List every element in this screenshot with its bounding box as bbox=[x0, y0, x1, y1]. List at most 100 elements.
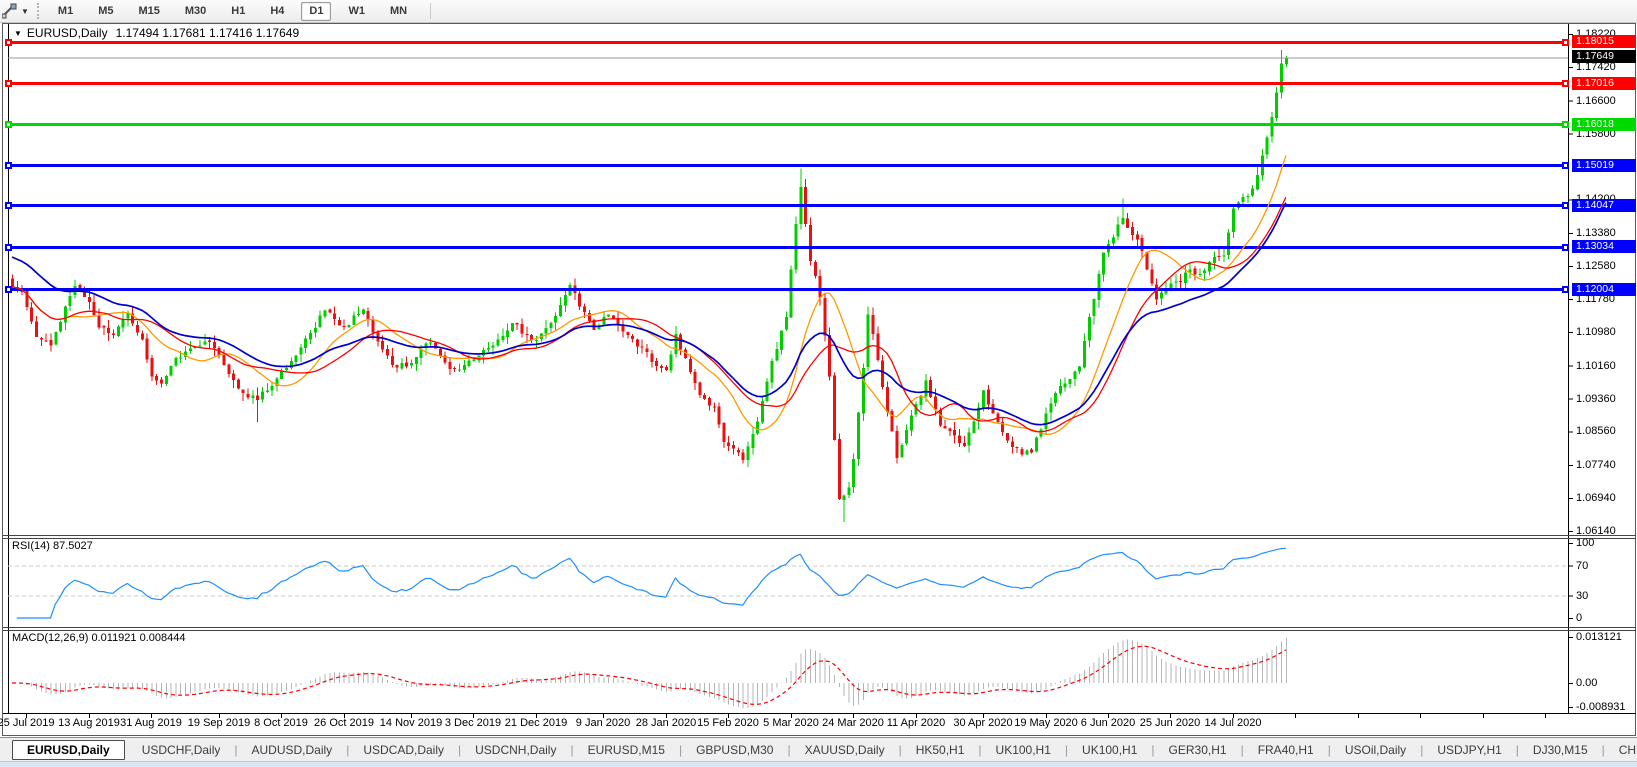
price-tick-label: 1.13380 bbox=[1576, 227, 1616, 240]
date-tick-label: 30 Apr 2020 bbox=[953, 717, 1013, 729]
price-tick-label: 1.10160 bbox=[1576, 359, 1616, 372]
main-toolbar: ▼ M1 M5 M15 M30 H1 H4 D1 W1 MN bbox=[0, 0, 1637, 23]
date-tick-label: 15 Feb 2020 bbox=[697, 717, 759, 729]
macd-tick-label: -0.008931 bbox=[1576, 701, 1626, 713]
tab-eurusd-daily-active[interactable]: EURUSD,Daily bbox=[12, 739, 125, 760]
price-tick-label: 1.10980 bbox=[1576, 325, 1616, 338]
date-tick-label: 21 Dec 2019 bbox=[504, 717, 568, 729]
tab-gbpusd-m30[interactable]: GBPUSD,M30 bbox=[696, 742, 774, 757]
tab-separator: | bbox=[1515, 742, 1519, 757]
hline-price-badge: 1.15019 bbox=[1572, 158, 1636, 172]
date-tick-label: 11 Apr 2020 bbox=[886, 717, 946, 729]
tab-separator: | bbox=[1327, 742, 1331, 757]
tab-separator: | bbox=[787, 742, 791, 757]
tab-separator: | bbox=[1064, 742, 1069, 757]
date-tick-label: 13 Aug 2019 bbox=[58, 717, 120, 729]
tab-usdchf-daily[interactable]: USDCHF,Daily bbox=[141, 742, 221, 757]
chart-tab-bar: EURUSD,Daily USDCHF,Daily | AUDUSD,Daily | US… bbox=[0, 737, 1637, 761]
tab-separator: | bbox=[898, 742, 902, 757]
triangle-down-icon[interactable]: ▼ bbox=[14, 28, 22, 38]
macd-tick-label: 0.00 bbox=[1576, 677, 1598, 689]
chevron-down-icon[interactable]: ▼ bbox=[21, 6, 29, 16]
tab-audusd-daily[interactable]: AUDUSD,Daily bbox=[251, 742, 333, 757]
tab-uk100-h1[interactable]: UK100,H1 bbox=[1082, 742, 1138, 757]
status-bar-strip bbox=[0, 761, 1637, 767]
price-tick-label: 1.06940 bbox=[1576, 492, 1616, 505]
tab-usdcad-daily[interactable]: USDCAD,Daily bbox=[363, 742, 444, 757]
tab-xauusd-daily[interactable]: XAUUSD,Daily bbox=[804, 742, 885, 757]
current-price-badge: 1.17649 bbox=[1572, 50, 1636, 64]
timeframe-button-m30[interactable]: M30 bbox=[184, 4, 207, 17]
toolbar-grip[interactable] bbox=[36, 3, 44, 19]
price-tick-label: 1.17420 bbox=[1576, 60, 1616, 73]
chart-window: ▼ EURUSD,Daily 1.17494 1.17681 1.17416 1… bbox=[0, 23, 1637, 737]
date-tick-label: 8 Oct 2019 bbox=[254, 717, 308, 729]
tab-uk100-h1[interactable]: UK100,H1 bbox=[995, 742, 1051, 757]
timeframe-button-m5[interactable]: M5 bbox=[98, 4, 114, 17]
date-tick-label: 3 Dec 2019 bbox=[444, 717, 502, 729]
tab-separator: | bbox=[1151, 742, 1155, 757]
drawing-tool-group: ▼ bbox=[0, 3, 33, 19]
hline-price-badge: 1.14047 bbox=[1572, 198, 1636, 212]
rsi-indicator-label: RSI(14) 87.5027 bbox=[12, 540, 93, 552]
timeframe-button-m1[interactable]: M1 bbox=[57, 4, 74, 17]
chart-plot[interactable] bbox=[0, 23, 1637, 737]
tab-separator: | bbox=[978, 742, 982, 757]
macd-tick-label: 0.013121 bbox=[1576, 630, 1622, 643]
chart-ohlc-values: 1.17494 1.17681 1.17416 1.17649 bbox=[115, 26, 300, 40]
tab-usdcnh-daily[interactable]: USDCNH,Daily bbox=[475, 742, 557, 757]
draw-tool-icon[interactable] bbox=[2, 3, 18, 19]
price-tick-label: 1.07740 bbox=[1576, 459, 1616, 472]
price-tick-label: 1.12580 bbox=[1576, 260, 1616, 273]
tab-separator: | bbox=[1420, 742, 1424, 757]
price-tick-label: 1.08560 bbox=[1576, 425, 1616, 438]
tab-separator: | bbox=[1240, 742, 1244, 757]
date-tick-label: 14 Nov 2019 bbox=[379, 717, 443, 729]
date-tick-label: 9 Jan 2020 bbox=[575, 717, 631, 729]
timeframe-button-mn[interactable]: MN bbox=[389, 4, 408, 17]
tab-separator: | bbox=[346, 742, 350, 757]
tab-separator: | bbox=[678, 742, 683, 757]
timeframe-button-h4[interactable]: H4 bbox=[270, 4, 285, 17]
timeframe-button-d1[interactable]: D1 bbox=[301, 1, 332, 21]
hline-price-badge: 1.17016 bbox=[1572, 76, 1636, 90]
timeframe-button-m15[interactable]: M15 bbox=[138, 4, 160, 17]
tab-separator: | bbox=[458, 742, 462, 757]
timeframe-button-w1[interactable]: W1 bbox=[348, 4, 365, 17]
tab-usoil-daily[interactable]: USOil,Daily bbox=[1344, 742, 1407, 757]
tab-china300-h4[interactable]: CHINA300,H4 bbox=[1618, 742, 1637, 757]
tab-dj30-m15[interactable]: DJ30,M15 bbox=[1532, 742, 1588, 757]
tab-hk50-h1[interactable]: HK50,H1 bbox=[915, 742, 965, 757]
tab-ger30-h1[interactable]: GER30,H1 bbox=[1168, 742, 1227, 757]
date-tick-label: 19 Sep 2019 bbox=[187, 717, 251, 729]
date-tick-label: 31 Aug 2019 bbox=[120, 717, 182, 729]
date-tick-label: 28 Jan 2020 bbox=[635, 717, 697, 729]
price-tick-label: 1.09360 bbox=[1576, 392, 1616, 405]
rsi-tick-label: 70 bbox=[1576, 559, 1589, 572]
macd-indicator-label: MACD(12,26,9) 0.011921 0.008444 bbox=[12, 632, 186, 644]
tab-separator: | bbox=[570, 742, 574, 757]
date-tick-label: 25 Jul 2019 bbox=[0, 717, 55, 729]
date-tick-label: 14 Jul 2020 bbox=[1204, 717, 1262, 729]
chart-symbol-label: EURUSD,Daily bbox=[26, 26, 108, 40]
hline-price-badge: 1.13034 bbox=[1572, 240, 1636, 254]
date-tick-label: 19 May 2020 bbox=[1014, 717, 1078, 729]
timeframe-button-h1[interactable]: H1 bbox=[231, 4, 246, 17]
rsi-tick-label: 100 bbox=[1576, 537, 1595, 549]
date-tick-label: 26 Oct 2019 bbox=[314, 717, 374, 729]
tab-fra40-h1[interactable]: FRA40,H1 bbox=[1257, 742, 1314, 757]
tab-usdjpy-h1[interactable]: USDJPY,H1 bbox=[1437, 742, 1502, 757]
date-tick-label: 6 Jun 2020 bbox=[1080, 717, 1136, 729]
hline-price-badge: 1.12004 bbox=[1572, 282, 1636, 296]
tab-eurusd-m15[interactable]: EURUSD,M15 bbox=[587, 742, 665, 757]
timeframe-toolbar: M1 M5 M15 M30 H1 H4 D1 W1 MN bbox=[50, 1, 424, 21]
tab-separator: | bbox=[1601, 742, 1605, 757]
hline-price-badge: 1.18015 bbox=[1572, 35, 1636, 49]
hline-price-badge: 1.16018 bbox=[1572, 117, 1636, 131]
toolbar-separator bbox=[430, 3, 432, 19]
price-tick-label: 1.11780 bbox=[1576, 292, 1615, 305]
date-tick-label: 24 Mar 2020 bbox=[822, 717, 884, 729]
chart-title: ▼ EURUSD,Daily 1.17494 1.17681 1.17416 1… bbox=[14, 26, 299, 40]
tab-separator: | bbox=[234, 742, 238, 757]
price-tick-label: 1.16600 bbox=[1576, 94, 1616, 107]
